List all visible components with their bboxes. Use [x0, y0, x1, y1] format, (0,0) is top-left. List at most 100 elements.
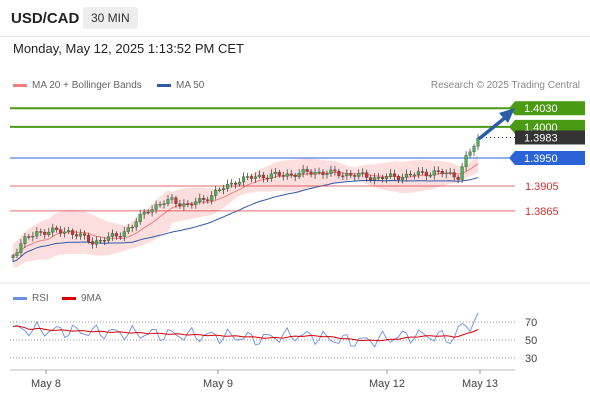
candle-body: [174, 197, 178, 204]
candle-body: [476, 138, 480, 147]
candle-body: [226, 183, 230, 189]
candle-body: [361, 172, 365, 174]
candle-body: [47, 231, 51, 235]
candle-body: [142, 211, 146, 215]
level-label-1.4030: 1.4030: [524, 103, 558, 115]
level-tag-pointer: [509, 119, 515, 134]
bollinger-band: [13, 154, 478, 268]
candle-body: [182, 203, 186, 207]
candle-body: [392, 173, 397, 177]
candle-body: [396, 176, 401, 180]
candle-body: [412, 174, 416, 177]
candle-body: [385, 176, 389, 179]
candle-body: [241, 176, 246, 183]
candle-body: [265, 177, 269, 180]
candle-body: [15, 252, 19, 256]
datetime-label: Monday, May 12, 2025 1:13:52 PM CET: [13, 41, 244, 56]
legend-rsi-label: RSI: [32, 293, 49, 304]
candle-body: [428, 175, 432, 177]
rsi-swatch-icon: [13, 296, 27, 300]
candle-body: [456, 176, 460, 180]
level-label-1.3865: 1.3865: [525, 206, 559, 218]
candle-body: [214, 189, 218, 196]
candle-body: [468, 151, 472, 156]
candle-body: [67, 230, 71, 233]
candle-body: [357, 173, 361, 177]
candle-body: [353, 175, 357, 177]
last-price-tag: [515, 130, 585, 145]
candle-body: [82, 233, 87, 236]
candle-body: [55, 227, 59, 230]
candles: [11, 134, 480, 263]
candle-body: [71, 230, 75, 235]
candle-body: [273, 171, 277, 174]
candle-body: [162, 203, 166, 205]
rsi-tick-30: 30: [525, 353, 537, 365]
level-label-1.3950: 1.3950: [524, 153, 558, 165]
candle-body: [186, 203, 190, 205]
candle-body: [448, 172, 452, 174]
ma9-swatch-icon: [62, 296, 76, 300]
candle-body: [460, 166, 464, 180]
candle-body: [472, 146, 476, 153]
candle-body: [51, 227, 55, 233]
legend-9ma: 9MA: [62, 293, 102, 304]
candle-body: [170, 197, 174, 200]
candle-body: [440, 171, 444, 175]
candle-body: [130, 226, 134, 229]
legend-ma20-label: MA 20 + Bollinger Bands: [32, 80, 142, 91]
timeframe-button[interactable]: 30 MIN: [83, 7, 138, 29]
candle-body: [23, 236, 27, 244]
x-label-May-12: May 12: [369, 378, 405, 390]
candle-body: [43, 231, 47, 235]
candle-body: [301, 169, 305, 174]
rsi-9ma-line: [12, 325, 479, 342]
rsi-tick-70: 70: [525, 317, 537, 329]
candle-body: [222, 188, 226, 190]
candle-body: [373, 177, 377, 181]
candle-body: [261, 174, 265, 179]
candle-body: [337, 170, 341, 176]
candle-body: [277, 171, 281, 176]
candle-body: [202, 198, 206, 200]
candle-body: [35, 231, 39, 237]
level-label-1.3905: 1.3905: [525, 181, 559, 193]
candle-body: [309, 171, 313, 175]
candle-body: [269, 173, 273, 179]
candle-body: [249, 176, 254, 179]
candle-body: [325, 173, 329, 175]
level-tag-1.4030: [515, 101, 585, 116]
candle-body: [333, 169, 337, 172]
x-label-May-13: May 13: [462, 378, 498, 390]
candle-body: [146, 211, 150, 214]
candle-body: [98, 240, 102, 242]
legend-ma20: MA 20 + Bollinger Bands: [13, 80, 142, 91]
candle-body: [178, 203, 182, 207]
level-tag-1.4000: [515, 119, 585, 134]
candle-body: [126, 227, 130, 232]
candle-body: [281, 175, 285, 177]
candle-body: [86, 235, 91, 242]
credit-text: Research © 2025 Trading Central: [430, 80, 580, 91]
candle-body: [420, 171, 424, 173]
legend-9ma-label: 9MA: [81, 293, 102, 304]
candle-body: [94, 240, 99, 245]
candle-body: [365, 172, 369, 178]
legend-rsi: RSI: [13, 293, 49, 304]
candle-body: [150, 209, 154, 213]
rsi-line: [12, 312, 479, 348]
candle-body: [341, 175, 345, 177]
forecast-arrow-shaft: [478, 115, 508, 140]
level-tag-pointer: [509, 151, 515, 165]
candle-body: [122, 231, 126, 237]
candle-body: [75, 234, 79, 237]
candle-body: [404, 173, 409, 178]
candle-body: [39, 231, 43, 233]
candle-body: [63, 231, 67, 234]
candle-body: [452, 172, 456, 178]
candle-body: [317, 171, 321, 174]
candle-body: [59, 229, 63, 234]
candle-body: [90, 241, 95, 245]
